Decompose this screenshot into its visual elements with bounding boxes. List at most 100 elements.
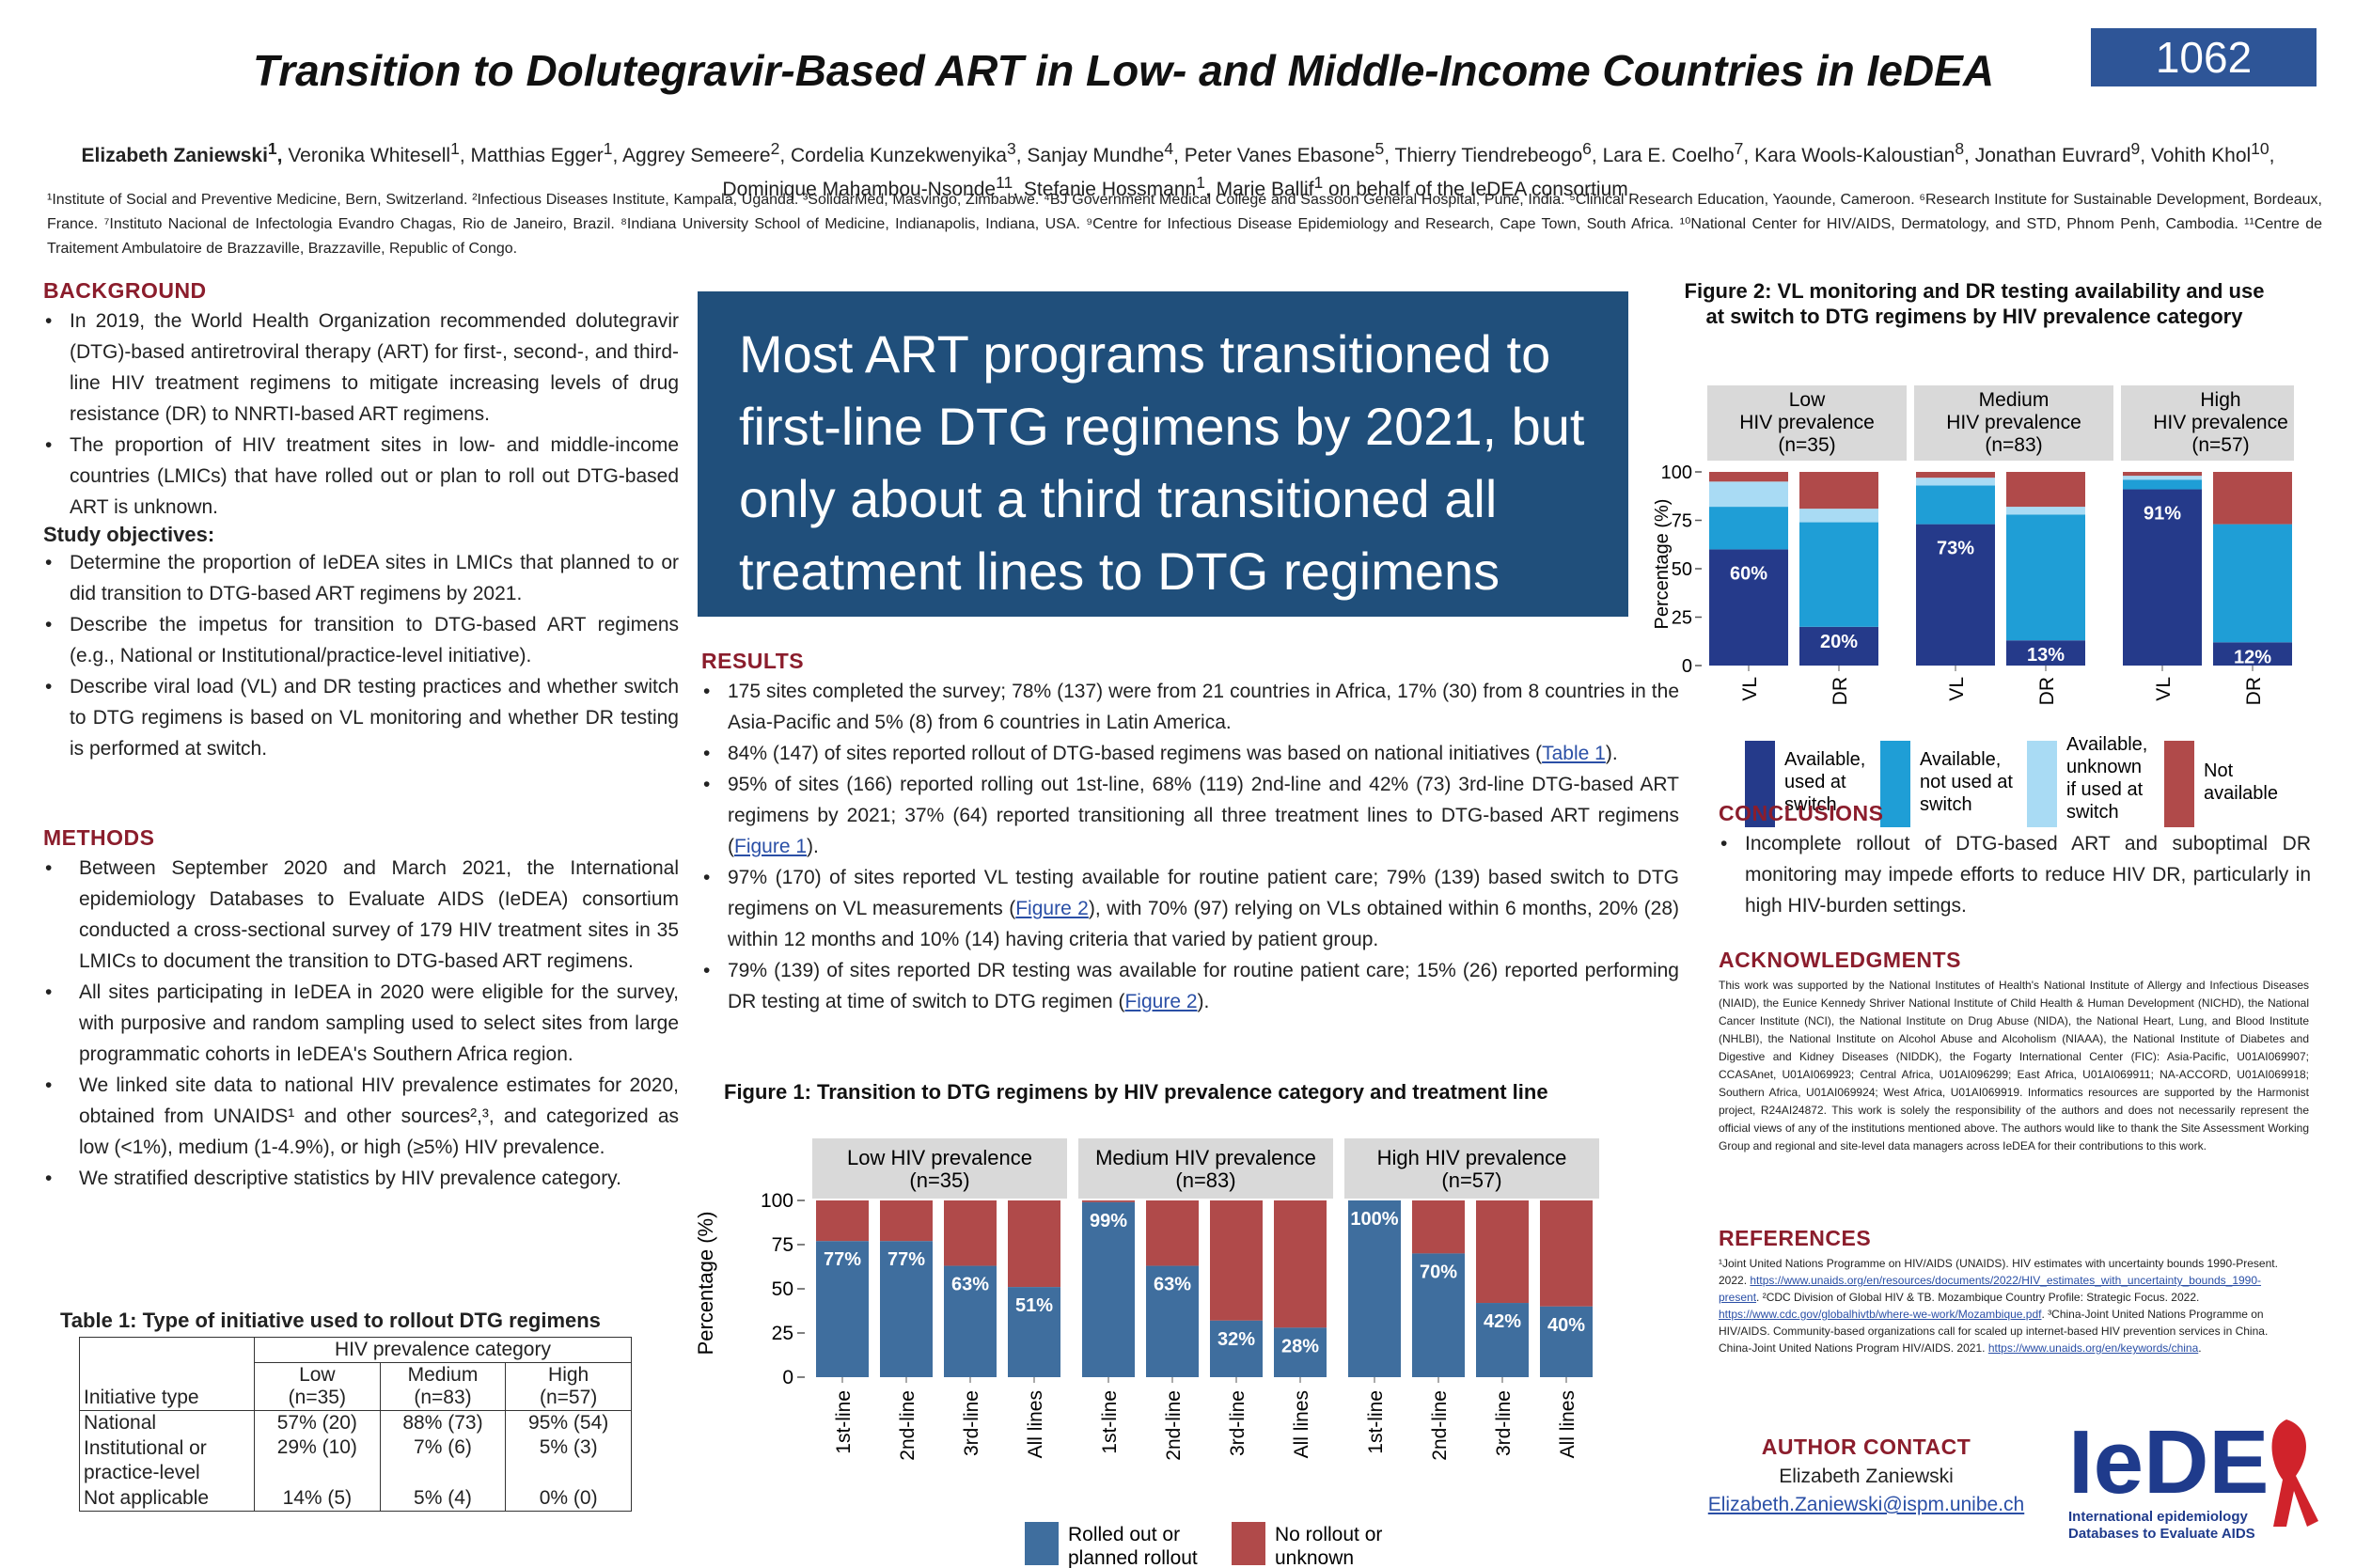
panel-label: (n=57) — [2191, 434, 2249, 456]
legend-label: unknown — [1275, 1547, 1354, 1568]
references-text: ¹Joint United Nations Programme on HIV/A… — [1719, 1257, 2278, 1355]
bar-rolled-out — [816, 1241, 869, 1377]
table-cell: 14% (5) — [254, 1486, 381, 1512]
bar-rolled-out — [944, 1265, 997, 1377]
bar-segment — [2123, 472, 2202, 477]
table-row: National 57% (20) 88% (73) 95% (54) — [80, 1410, 632, 1435]
legend-swatch — [1745, 741, 1775, 827]
results-bullet: 84% (147) of sites reported rollout of D… — [701, 738, 1679, 769]
bar-no-rollout — [1274, 1200, 1327, 1328]
panel-label: Low HIV prevalence — [847, 1146, 1032, 1169]
results-bullet: 97% (170) of sites reported VL testing a… — [701, 862, 1679, 955]
bar-no-rollout — [880, 1200, 933, 1242]
iedea-logo: IeDE International epidemiology Database… — [2065, 1406, 2318, 1547]
bar-rolled-out — [1082, 1201, 1135, 1377]
y-tick-label: 25 — [772, 1323, 793, 1344]
figure-reference-link[interactable]: Figure 2 — [1124, 991, 1198, 1012]
contact-name: Elizabeth Zaniewski — [1779, 1466, 1954, 1487]
panel-strip — [1344, 1138, 1599, 1199]
x-tick-label: All lines — [1557, 1390, 1579, 1458]
legend-label: if used at — [2066, 779, 2144, 800]
contact-email-link[interactable]: Elizabeth.Zaniewski@ispm.unibe.ch — [1707, 1494, 2025, 1515]
background-heading: BACKGROUND — [43, 278, 207, 303]
legend-swatch — [2027, 741, 2057, 827]
figure-1-chart: Percentage (%) 0 25 50 75 100 Low HIV prevalen… — [694, 1138, 1599, 1568]
panel-label: Medium — [1979, 389, 2050, 411]
objective-item: Describe viral load (VL) and DR testing … — [43, 671, 679, 764]
red-ribbon-icon — [2271, 1419, 2318, 1527]
legend-label: planned rollout — [1068, 1547, 1198, 1568]
legend-label: Available, — [1920, 749, 2001, 770]
bar-data-label: 32% — [1217, 1329, 1255, 1350]
legend-swatch — [1880, 741, 1910, 827]
y-tick-label: 50 — [1672, 559, 1692, 580]
y-tick-label: 0 — [782, 1367, 793, 1388]
table-col-header: High (n=57) — [505, 1362, 632, 1411]
bar-segment — [1916, 524, 1995, 666]
bar-segment — [2213, 642, 2292, 666]
reference-link[interactable]: https://www.cdc.gov/globalhivtb/where-we… — [1719, 1308, 2042, 1321]
legend-label: available — [2204, 783, 2278, 804]
panel-strip — [812, 1138, 1067, 1199]
author-name: Dominique Mahambou-Nsonde11, — [722, 173, 1019, 200]
bar-data-label: 63% — [1154, 1275, 1191, 1295]
figure-reference-link[interactable]: Table 1 — [1542, 743, 1606, 764]
bar-segment — [1799, 626, 1878, 666]
table-cell: 29% (10) — [254, 1435, 381, 1486]
bar-segment — [1916, 472, 1995, 478]
panel-label: High — [2200, 389, 2240, 411]
author-name: Veronika Whitesell1, — [282, 139, 465, 166]
bar-data-label: 100% — [1350, 1209, 1398, 1230]
y-tick-label: 50 — [772, 1278, 793, 1300]
bar-rolled-out — [1274, 1327, 1327, 1377]
reference-link[interactable]: https://www.unaids.org/en/resources/docu… — [1719, 1274, 2262, 1304]
reference-link[interactable]: https://www.unaids.org/en/keywords/china — [1987, 1341, 2199, 1355]
table-row-label: Institutional or practice-level — [84, 1437, 207, 1483]
legend-swatch — [1232, 1522, 1265, 1565]
acknowledgments-section: ACKNOWLEDGMENTS This work was supported … — [1719, 948, 2309, 1155]
panel-label: HIV prevalence — [1946, 412, 2081, 433]
table-cell: 5% (4) — [379, 1486, 506, 1512]
legend-label: switch — [2066, 802, 2119, 823]
panel-label: (n=57) — [1441, 1168, 1501, 1192]
x-tick-label: 1st-line — [833, 1390, 855, 1454]
x-tick-label: All lines — [1291, 1390, 1312, 1458]
x-tick-label: VL — [1946, 677, 1968, 701]
table-row-label: Not applicable — [84, 1487, 210, 1509]
figure-2: Figure 2: VL monitoring and DR testing a… — [1652, 278, 2320, 841]
legend-label: Available, — [1784, 749, 1865, 770]
author-name: Stefanie Hossmann1, — [1018, 173, 1211, 200]
figure-reference-link[interactable]: Figure 2 — [1015, 898, 1089, 919]
panel-strip — [1914, 385, 2113, 461]
author-name: Sanjay Mundhe4, — [1021, 139, 1179, 166]
author-name: Kara Wools-Kaloustian8, — [1749, 139, 1970, 166]
bar-segment — [1709, 507, 1788, 550]
bar-segment — [2006, 472, 2085, 508]
legend-label: Not — [2204, 760, 2234, 781]
acknowledgments-heading: ACKNOWLEDGMENTS — [1719, 948, 1961, 972]
references-heading: REFERENCES — [1719, 1226, 1872, 1250]
logo-wordmark: IeDE — [2068, 1412, 2269, 1513]
bar-data-label: 73% — [1937, 539, 1974, 559]
bar-rolled-out — [1008, 1287, 1060, 1377]
background-bullet: The proportion of HIV treatment sites in… — [43, 430, 679, 523]
methods-heading: METHODS — [43, 825, 155, 850]
legend-swatch — [1025, 1522, 1059, 1565]
y-axis-label: Percentage (%) — [1655, 499, 1673, 630]
key-message-box: Most ART programs transitioned to first-… — [698, 291, 1628, 617]
results-bullet: 95% of sites (166) reported rolling out … — [701, 769, 1679, 862]
legend-label: No rollout or — [1275, 1524, 1382, 1545]
author-name: Marie Ballif1 — [1210, 173, 1324, 200]
affiliations: ¹Institute of Social and Preventive Medi… — [47, 192, 2322, 257]
x-tick-label: 3rd-line — [1227, 1390, 1249, 1456]
bar-segment — [1916, 478, 1995, 486]
figure-reference-link[interactable]: Figure 1 — [734, 836, 808, 857]
bar-rolled-out — [1348, 1200, 1401, 1377]
methods-bullet: All sites participating in IeDEA in 2020… — [43, 977, 679, 1070]
y-tick-label: 100 — [761, 1190, 793, 1212]
bar-segment — [1799, 509, 1878, 523]
author-name: Cordelia Kunzekwenyika3, — [785, 139, 1022, 166]
table-row: Institutional or practice-level 29% (10)… — [80, 1435, 632, 1486]
objective-item: Describe the impetus for transition to D… — [43, 609, 679, 671]
panel-strip — [1707, 385, 1907, 461]
